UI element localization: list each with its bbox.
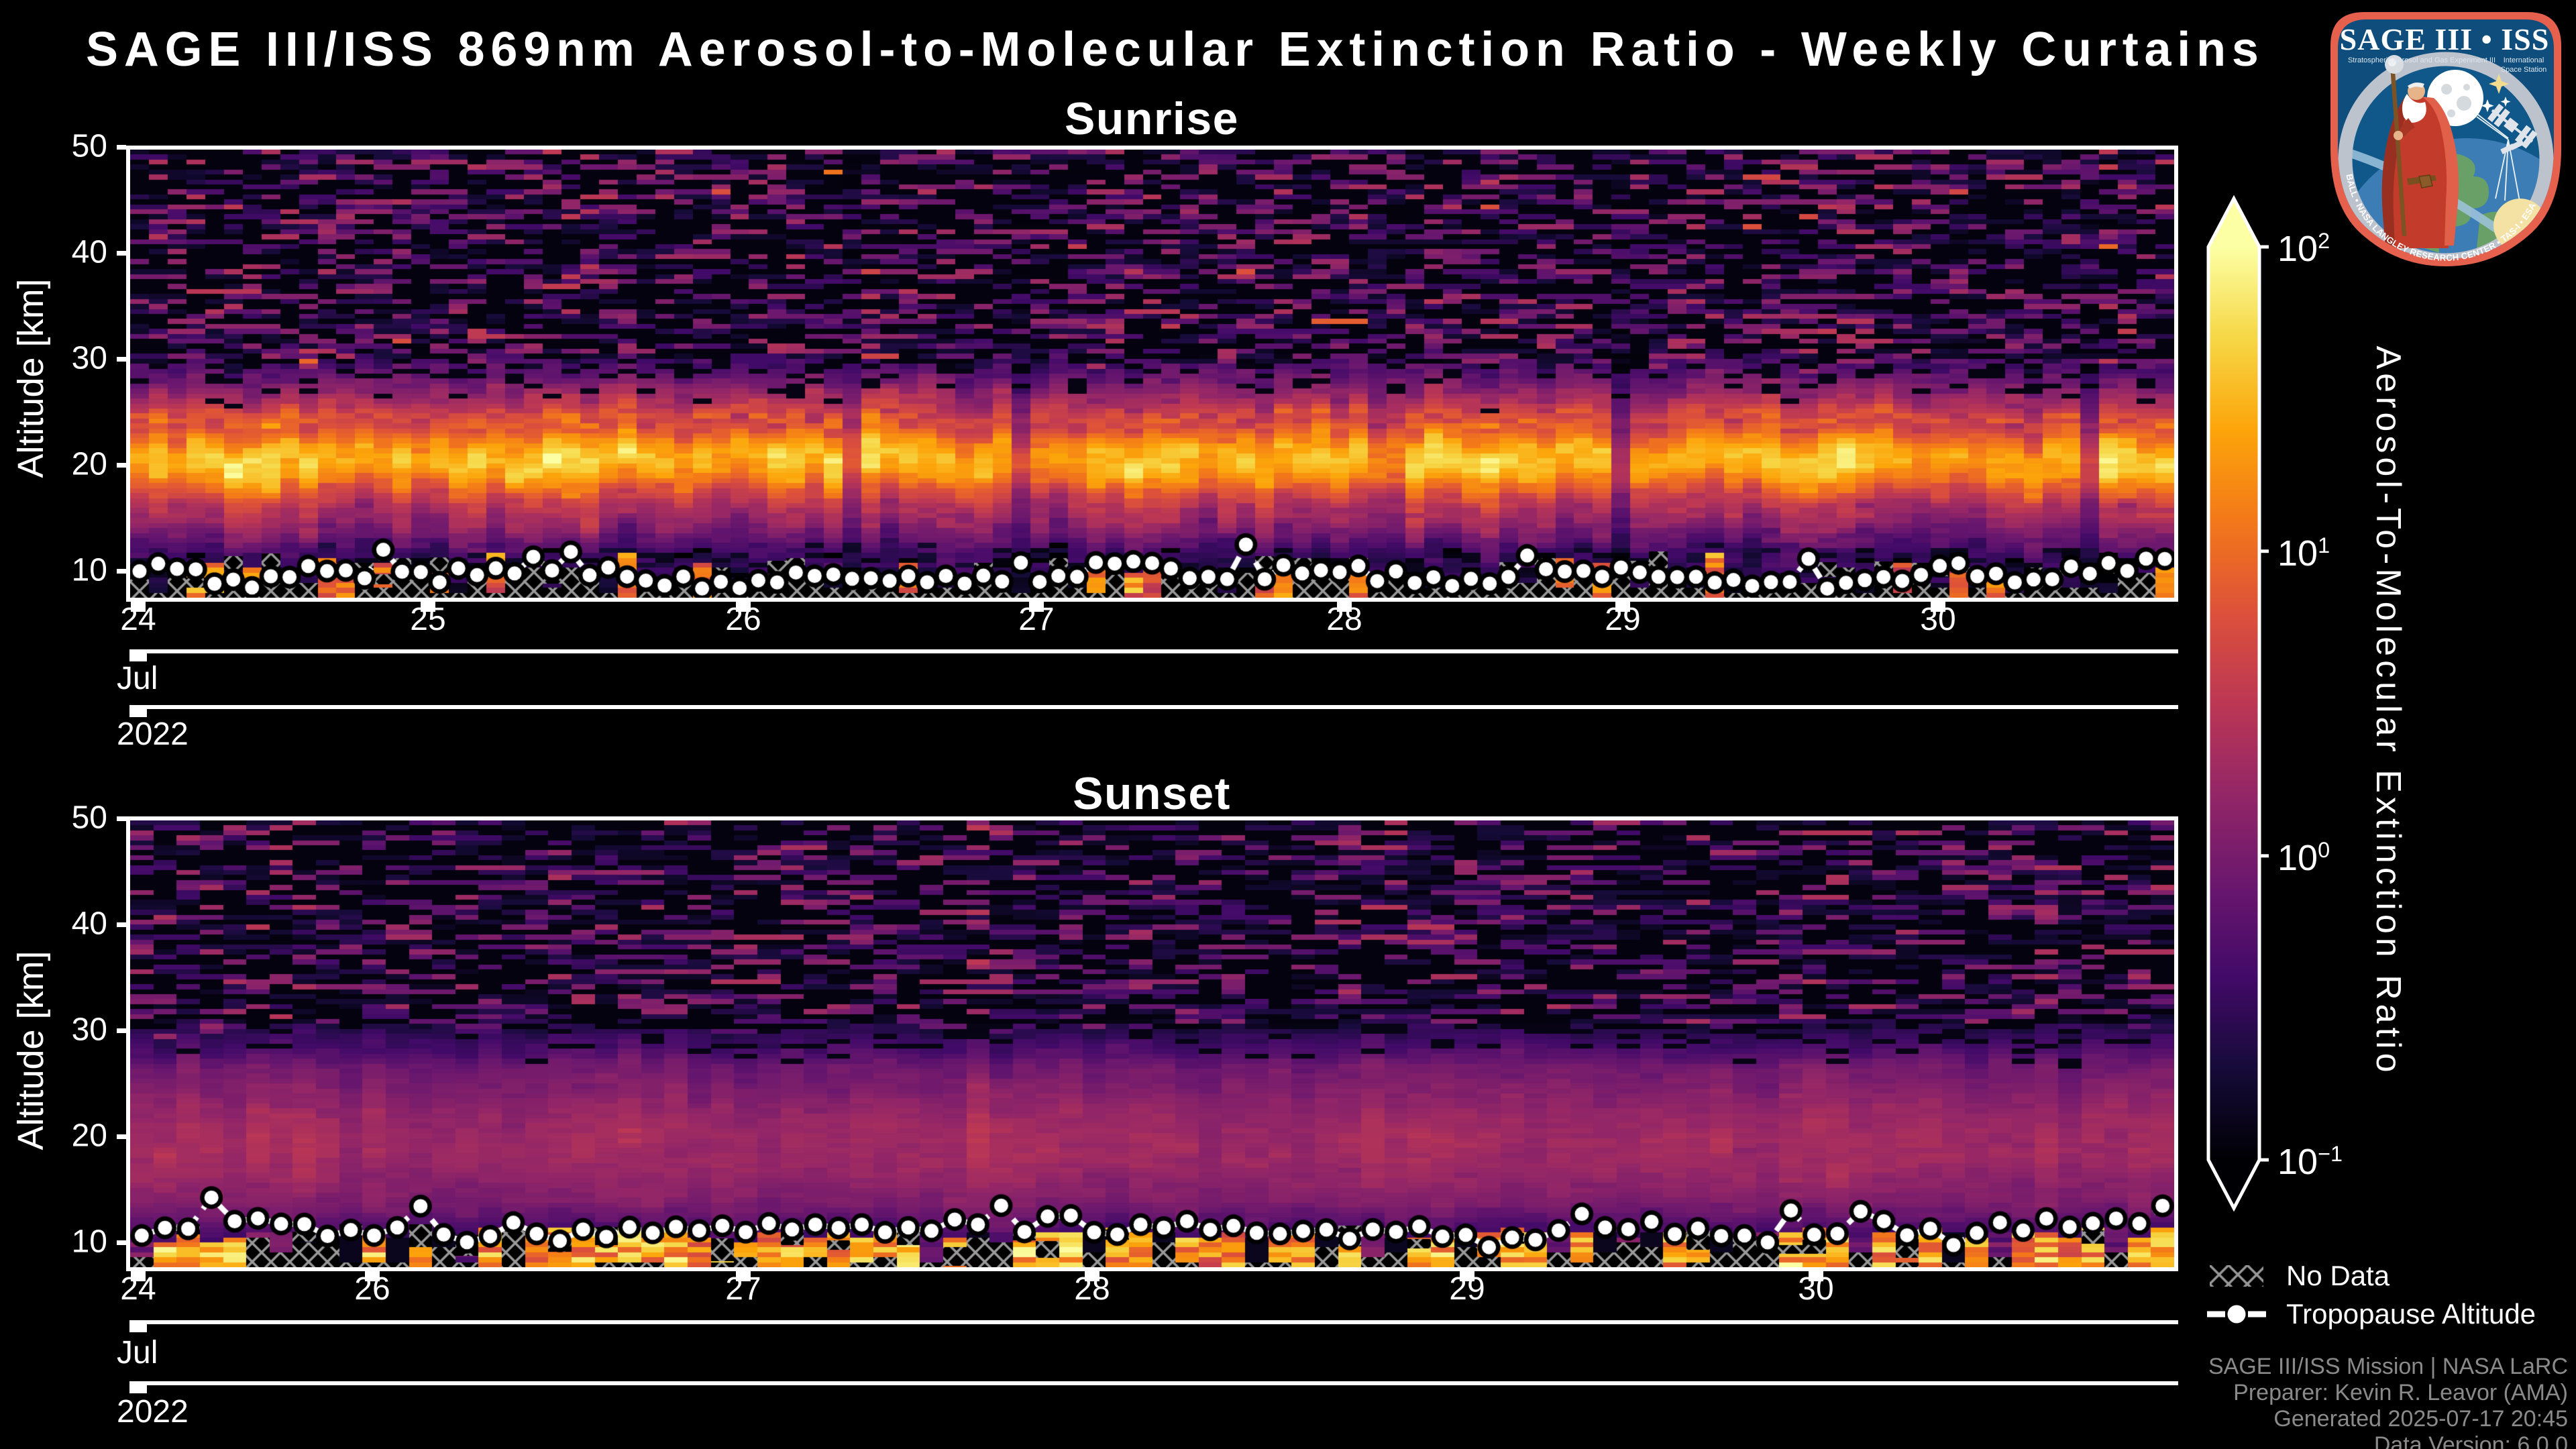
svg-text:SAGE III • ISS: SAGE III • ISS: [2340, 22, 2550, 56]
svg-text:International: International: [2504, 56, 2544, 64]
svg-text:Space Station: Space Station: [2501, 66, 2547, 74]
svg-text:Stratospheric Aerosol and Gas: Stratospheric Aerosol and Gas Experiment…: [2348, 56, 2496, 64]
